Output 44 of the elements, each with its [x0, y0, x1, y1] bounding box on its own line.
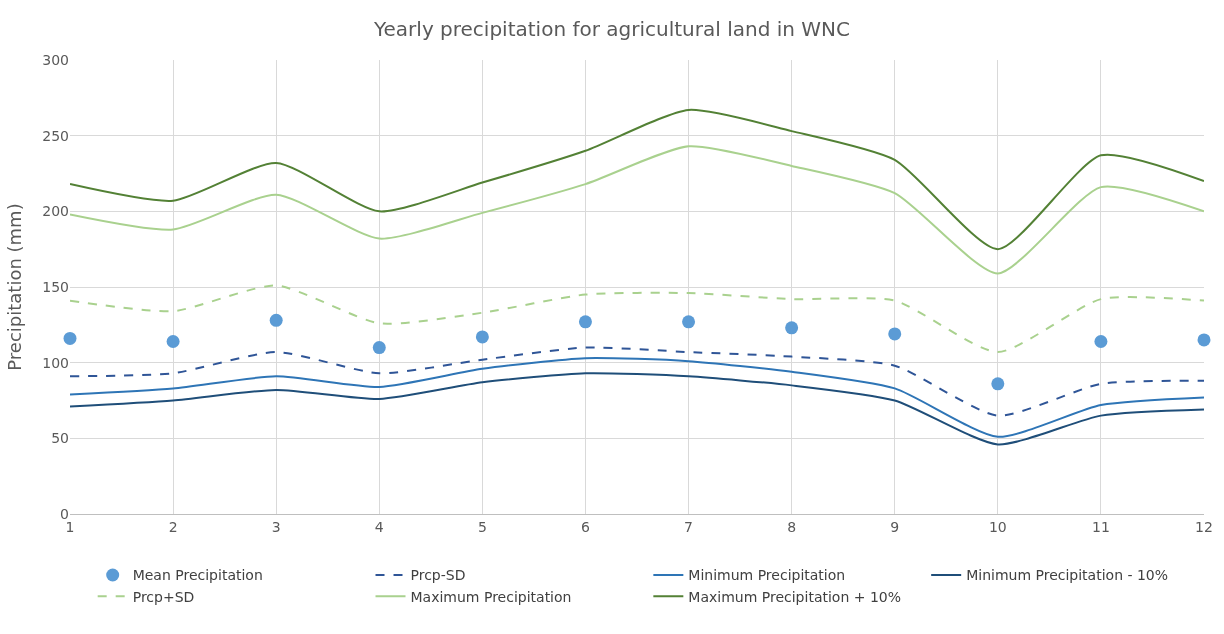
- x-tick-label: 9: [890, 518, 900, 535]
- point: [682, 315, 696, 329]
- point: [785, 321, 799, 335]
- x-tick-label: 12: [1195, 518, 1213, 535]
- point: [1197, 333, 1211, 347]
- y-tick-label: 250: [42, 127, 69, 144]
- x-tick-label: 4: [374, 518, 384, 535]
- point: [578, 315, 592, 329]
- y-tick-label: 300: [42, 51, 69, 68]
- x-tick-label: 10: [988, 518, 1007, 535]
- line-series: [70, 284, 1204, 354]
- x-tick-label: 5: [477, 518, 487, 535]
- line-series: [70, 357, 1204, 438]
- y-axis-title: Precipitation (mm): [4, 203, 26, 371]
- legend-label: Minimum Precipitation: [688, 567, 846, 584]
- point: [991, 377, 1005, 391]
- line-series: [70, 145, 1204, 275]
- chart-title: Yearly precipitation for agricultural land in WNC: [372, 17, 851, 42]
- legend-label: Prcp-SD: [410, 567, 466, 584]
- x-tick-label: 2: [168, 518, 178, 535]
- line-series: [70, 372, 1204, 446]
- point: [1094, 334, 1108, 348]
- y-tick-label: 50: [51, 430, 69, 447]
- x-tick-label: 11: [1092, 518, 1110, 535]
- point: [166, 334, 180, 348]
- point: [63, 331, 77, 345]
- line-series: [70, 108, 1204, 251]
- y-tick-label: 100: [42, 354, 69, 371]
- legend-label: Minimum Precipitation - 10%: [966, 567, 1169, 584]
- legend-label: Maximum Precipitation + 10%: [688, 588, 902, 605]
- point: [888, 327, 902, 341]
- legend-label: Maximum Precipitation: [410, 588, 572, 605]
- x-tick-label: 8: [787, 518, 797, 535]
- x-tick-label: 6: [580, 518, 590, 535]
- x-tick-label: 3: [271, 518, 281, 535]
- point: [372, 341, 386, 355]
- line-series: [70, 346, 1204, 417]
- legend-label: Prcp+SD: [132, 588, 195, 605]
- y-tick-label: 200: [42, 203, 69, 220]
- x-tick-label: 7: [684, 518, 694, 535]
- point: [269, 313, 283, 327]
- y-tick-label: 150: [42, 278, 69, 295]
- legend-label: Mean Precipitation: [132, 567, 263, 584]
- point: [475, 330, 489, 344]
